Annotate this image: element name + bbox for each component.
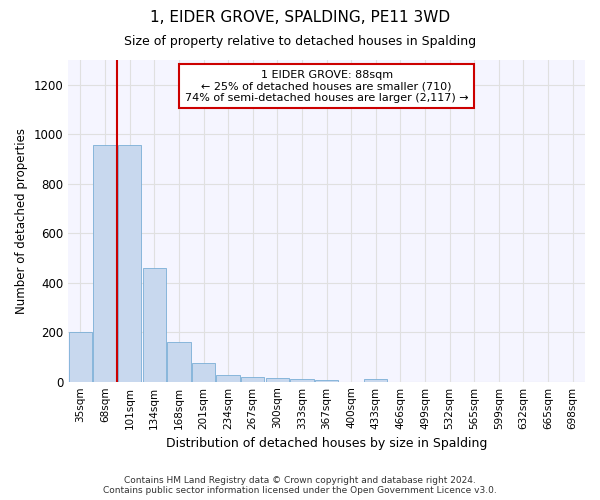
Bar [143, 268, 166, 382]
Bar [167, 342, 191, 382]
Text: Size of property relative to detached houses in Spalding: Size of property relative to detached ho… [124, 35, 476, 48]
Bar [192, 363, 215, 382]
Bar [94, 146, 117, 382]
Bar [69, 332, 92, 382]
Text: Contains HM Land Registry data © Crown copyright and database right 2024.
Contai: Contains HM Land Registry data © Crown c… [103, 476, 497, 495]
Text: 1 EIDER GROVE: 88sqm
← 25% of detached houses are smaller (710)
74% of semi-deta: 1 EIDER GROVE: 88sqm ← 25% of detached h… [185, 70, 469, 103]
Bar [266, 378, 289, 382]
Bar [118, 146, 142, 382]
Bar [241, 376, 265, 382]
Bar [217, 376, 240, 382]
Y-axis label: Number of detached properties: Number of detached properties [15, 128, 28, 314]
Bar [290, 379, 314, 382]
Bar [364, 379, 388, 382]
Text: 1, EIDER GROVE, SPALDING, PE11 3WD: 1, EIDER GROVE, SPALDING, PE11 3WD [150, 10, 450, 25]
Bar [315, 380, 338, 382]
X-axis label: Distribution of detached houses by size in Spalding: Distribution of detached houses by size … [166, 437, 487, 450]
